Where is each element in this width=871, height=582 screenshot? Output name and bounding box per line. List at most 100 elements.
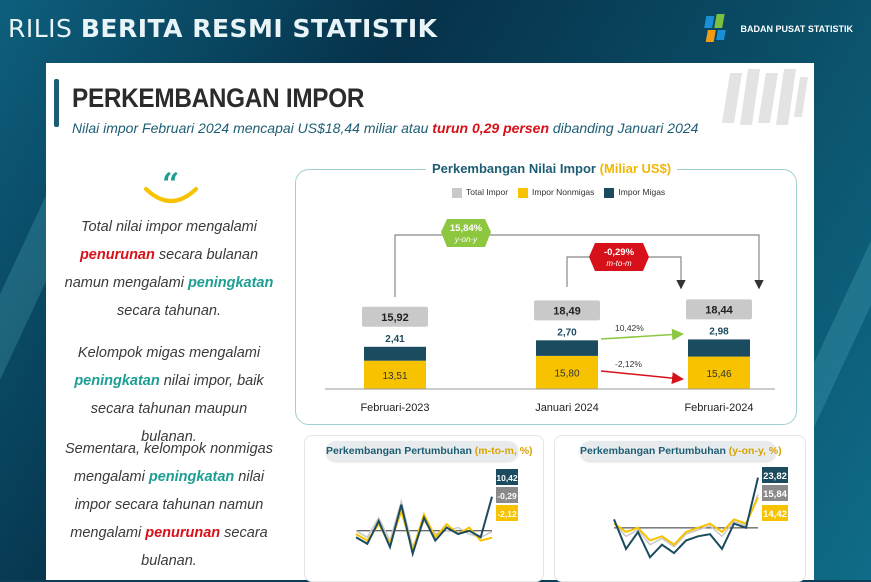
bar-label-nonmigas: 15,80 [554,368,579,379]
yoy-badge-label: y-on-y [454,235,478,244]
end-label-box [762,505,788,521]
end-label: 10,42 [496,473,518,483]
summary-keyword-negative: penurunan [79,247,155,263]
header-title: RILIS BERITA RESMI STATISTIK [8,14,438,43]
migas-growth-arrow [600,328,684,341]
legend-swatch [604,187,615,198]
series-line [613,477,759,560]
migas-growth-label: 10,42% [615,323,644,333]
mtm-chart-title: Perkembangan Pertumbuhan (m-to-m, %) [326,441,533,461]
import-bar-chart: 13,51 2,41 15,92 Februari-2023 15,80 2,70 18,4… [325,219,775,414]
mtm-badge [589,243,649,271]
series-line [613,494,759,548]
header-bar: RILIS BERITA RESMI STATISTIK BADAN PUSAT… [0,0,871,60]
summary-paragraph-1: Total nilai impor mengalami penurunan se… [64,213,274,325]
bar-migas [688,339,750,357]
legend-item-total: Total Impor [452,187,508,198]
header-title-main: BERITA RESMI STATISTIK [80,14,438,43]
bar-label-nonmigas: 15,46 [706,369,731,380]
chart-title-unit: (Miliar US$) [599,161,672,176]
chart-title-text: Perkembangan Pertumbuhan [580,445,726,457]
subtitle-text: Nilai impor Februari 2024 mencapai US$18… [72,120,433,136]
summary-text: secara bulanan. [141,525,268,569]
end-label-box [496,505,518,521]
chart-legend: Total Impor Impor Nonmigas Impor Migas [452,187,665,198]
chart-title-unit: (y-on-y, %) [728,445,782,457]
total-badge [534,300,600,321]
bar-migas [536,340,598,356]
bar-nonmigas [536,355,598,389]
chart-title-unit: (m-to-m, %) [474,445,533,457]
end-label-box [762,485,788,501]
summary-paragraph-3: Sementara, kelompok nonmigas mengalami p… [64,435,274,575]
category-label: Februari-2024 [684,402,753,414]
nonmigas-growth-arrow [600,370,684,385]
end-label-box [762,467,788,483]
total-label: 18,44 [705,304,733,316]
yoy-bracket-line [394,234,764,297]
end-label-box [496,487,518,503]
yoy-chart-title: Perkembangan Pertumbuhan (y-on-y, %) [580,441,782,461]
series-line [355,507,493,554]
bar-label-migas: 2,98 [709,326,729,337]
nonmigas-growth-label: -2,12% [615,359,642,369]
yoy-line-chart: 23,82 15,84 14,42 [613,467,788,560]
bar-migas [364,346,426,361]
end-label: 15,84 [763,489,787,500]
mtm-badge-value: -0,29% [604,247,635,258]
legend-label: Impor Nonmigas [532,187,595,197]
end-label: -0,29 [497,491,517,501]
summary-keyword-negative: penurunan [145,525,221,541]
smile-curve-icon [144,187,198,203]
summary-keyword-positive: peningkatan [74,373,160,389]
total-badge [686,299,752,320]
summary-text: secara tahunan. [117,303,221,319]
end-label-box [496,469,518,485]
bps-logo-icon [703,14,726,42]
slide-title: PERKEMBANGAN IMPOR [72,83,365,113]
mtm-badge-label: m-to-m [606,259,632,268]
legend-item-migas: Impor Migas [604,187,665,198]
bar-nonmigas [688,356,750,389]
import-chart-title: Perkembangan Nilai Impor (Miliar US$) [426,161,678,176]
bar-nonmigas [364,360,426,389]
summary-paragraph-2: Kelompok migas mengalami peningkatan nil… [64,339,274,451]
total-label: 15,92 [381,312,409,324]
summary-keyword-positive: peningkatan [148,469,235,485]
title-accent-bar [54,79,59,127]
end-label: 23,82 [763,471,787,482]
subtitle-highlight: turun 0,29 persen [432,120,549,136]
bps-brand: BADAN PUSAT STATISTIK [703,12,854,46]
total-badge [362,306,428,327]
legend-label: Impor Migas [618,187,666,197]
summary-keyword-positive: peningkatan [187,275,274,291]
summary-text: nilai impor secara tahunan namun mengala… [70,469,265,541]
summary-text: Sementara, kelompok nonmigas mengalami [65,441,273,485]
subtitle-text-end: dibanding Januari 2024 [549,120,699,136]
slide-panel: PERKEMBANGAN IMPOR Nilai impor Februari … [46,63,814,582]
bar-label-nonmigas: 13,51 [382,371,407,382]
mtm-line-chart: 10,42 -0,29 -2,12 [355,469,518,558]
legend-swatch [452,187,462,198]
header-title-prefix: RILIS [8,14,73,43]
chart-title-text: Perkembangan Pertumbuhan [326,445,472,457]
bar-label-migas: 2,41 [385,334,405,345]
quote-mark-icon: “ [162,167,180,202]
yoy-badge [441,219,491,247]
summary-text: Total nilai impor mengalami [81,219,257,235]
category-label: Februari-2023 [360,402,429,414]
category-label: Januari 2024 [535,402,599,414]
agency-name: BADAN PUSAT STATISTIK [740,24,854,34]
summary-text: nilai impor, baik secara tahunan maupun … [90,373,264,445]
chart-title-text: Perkembangan Nilai Impor [432,161,596,176]
summary-text: secara bulanan namun mengalami [64,247,259,291]
series-line [355,496,493,558]
end-label: -2,12 [497,509,517,519]
total-label: 18,49 [553,305,581,317]
legend-swatch [518,187,529,198]
yoy-badge-value: 15,84% [450,223,483,234]
slide-subtitle: Nilai impor Februari 2024 mencapai US$18… [72,120,698,136]
end-label: 14,42 [763,509,787,520]
bps-watermark-icon [722,69,808,125]
series-line [613,496,759,547]
